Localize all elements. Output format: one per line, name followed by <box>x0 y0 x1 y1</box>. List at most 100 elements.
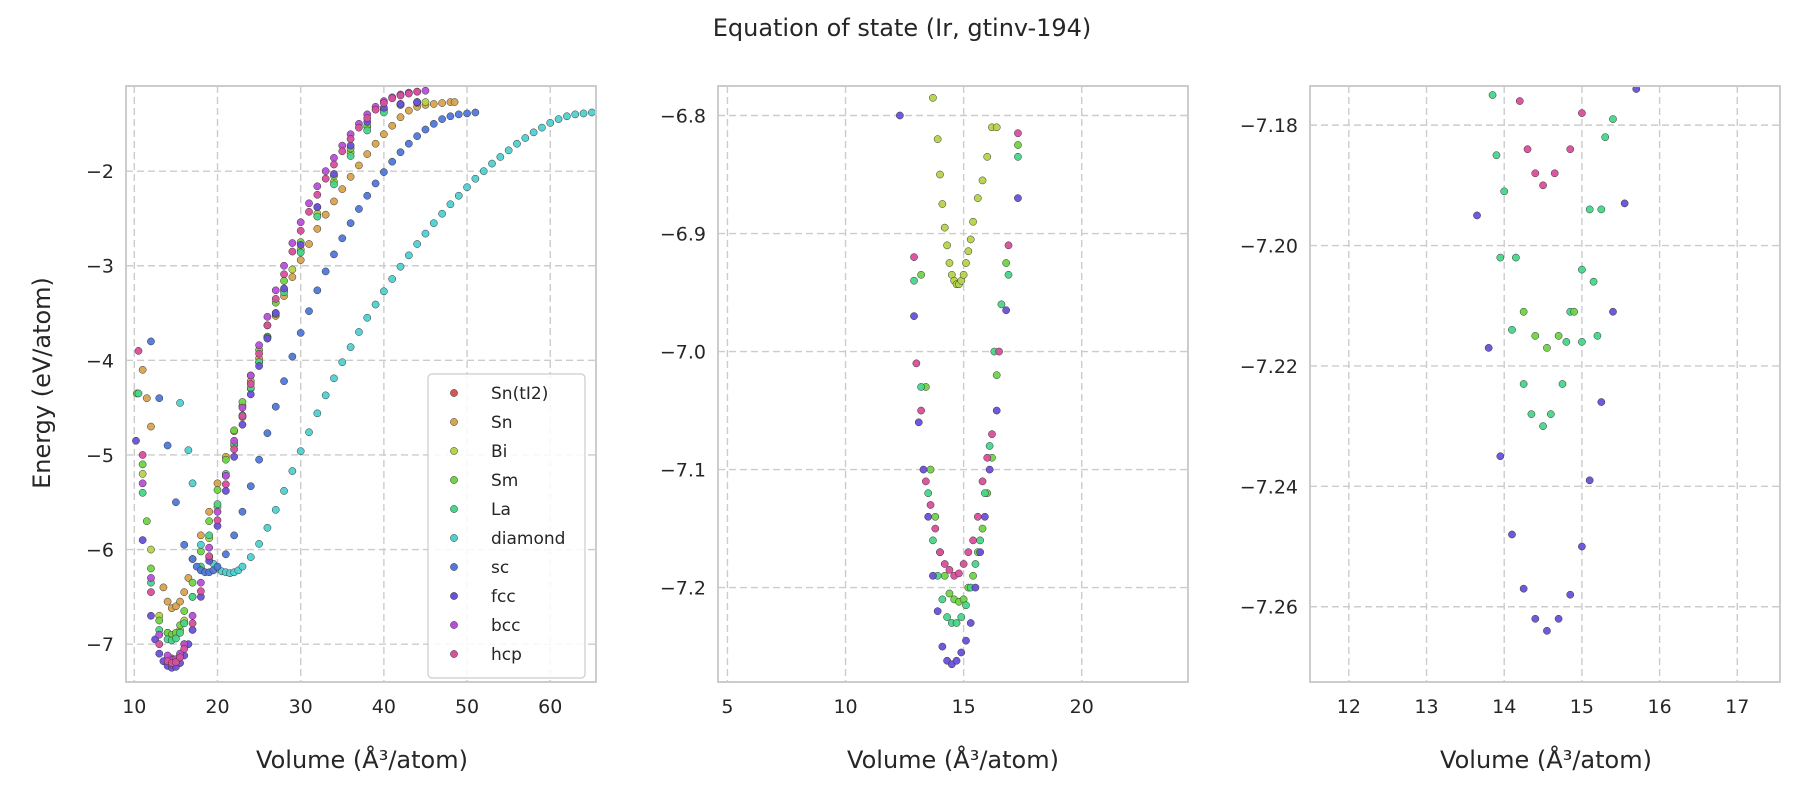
point-hcp <box>1578 109 1586 117</box>
point-bi <box>138 470 147 478</box>
point-sm <box>1519 307 1528 316</box>
point-sn <box>142 394 151 403</box>
point-sm <box>969 571 977 580</box>
point-hcp <box>1523 145 1532 154</box>
point-sn <box>404 106 413 115</box>
point-sc <box>246 482 255 491</box>
point-la <box>346 152 355 160</box>
point-hcp <box>321 174 330 183</box>
point-fcc <box>1014 194 1022 202</box>
point-bi <box>943 241 951 250</box>
point-hcp <box>910 253 918 261</box>
point-diamond <box>421 229 430 238</box>
point-diamond <box>255 540 263 548</box>
point-bcc <box>188 611 197 620</box>
point-sn <box>429 100 438 108</box>
point-sn <box>363 150 372 158</box>
point-hcp <box>363 114 372 123</box>
y-tick-label: −7.1 <box>660 460 706 482</box>
point-fcc <box>238 420 247 429</box>
point-sn <box>355 161 363 170</box>
y-tick-label: −7.0 <box>660 342 706 364</box>
point-fcc <box>1484 344 1493 352</box>
point-hcp <box>221 480 230 489</box>
point-diamond <box>263 523 272 532</box>
point-hcp <box>1566 145 1575 154</box>
point-bcc <box>263 312 272 321</box>
point-fcc <box>330 170 338 178</box>
legend-label: Sn(tI2) <box>491 384 548 404</box>
legend-frame <box>427 373 586 679</box>
x-tick-label: 10 <box>122 696 146 718</box>
point-diamond <box>471 174 480 183</box>
point-fcc <box>1597 398 1606 406</box>
point-hcp <box>1004 241 1013 250</box>
point-hcp <box>147 588 155 596</box>
point-sc <box>213 562 222 571</box>
point-la <box>1562 338 1571 346</box>
data-points <box>132 86 596 672</box>
y-tick-label: −2 <box>86 161 114 183</box>
point-sm <box>205 517 214 526</box>
point-bi <box>962 259 970 267</box>
point-bcc <box>255 341 263 350</box>
point-bcc <box>246 371 255 380</box>
legend-marker <box>450 418 458 426</box>
x-tick-label: 13 <box>1414 696 1438 718</box>
point-la <box>296 248 305 257</box>
legend-marker <box>450 476 458 484</box>
panel-detail: Volume (Å³/atom) 12 13 14 15 16 17 −7.26 −7.24 −… <box>1240 85 1781 774</box>
point-sc <box>296 329 305 337</box>
point-diamond <box>404 251 413 260</box>
point-sm <box>1554 331 1563 340</box>
legend-marker <box>450 592 458 600</box>
point-fcc <box>246 390 255 399</box>
point-fcc <box>981 512 989 521</box>
point-hcp <box>197 587 205 596</box>
point-hcp <box>1515 97 1524 105</box>
point-la <box>172 634 180 643</box>
point-sc <box>288 352 297 361</box>
point-hcp <box>280 270 288 279</box>
point-sc <box>180 540 189 549</box>
point-la <box>134 389 143 398</box>
point-fcc <box>1566 590 1575 599</box>
point-sn <box>450 98 459 106</box>
point-la <box>1512 253 1520 262</box>
y-tick-label: −7.26 <box>1240 597 1298 619</box>
point-la <box>363 126 372 135</box>
point-hcp <box>964 548 973 557</box>
point-la <box>938 595 947 604</box>
point-bcc <box>288 239 297 247</box>
point-hcp <box>955 569 963 578</box>
point-bi <box>992 123 1001 132</box>
point-sm <box>213 486 222 494</box>
point-hcp <box>338 147 347 156</box>
point-hcp <box>213 516 222 525</box>
point-la <box>1519 380 1528 388</box>
panel-zoom: Volume (Å³/atom) 5 10 15 20 −7.2 −7.1 −7.0 −6.9… <box>660 85 1189 774</box>
point-la <box>213 500 222 508</box>
point-sc <box>330 250 338 259</box>
point-la <box>962 601 970 610</box>
point-fcc <box>1543 626 1551 635</box>
point-diamond <box>288 467 297 475</box>
y-tick-label: −7.18 <box>1240 115 1298 137</box>
x-axis-label: Volume (Å³/atom) <box>256 745 468 774</box>
point-hcp <box>940 560 949 568</box>
point-la <box>1527 410 1536 418</box>
point-diamond <box>513 139 521 148</box>
point-fcc <box>346 141 355 150</box>
point-hcp <box>945 566 954 574</box>
point-fcc <box>910 312 918 320</box>
y-tick-label: −7.2 <box>660 578 706 600</box>
point-fcc <box>938 642 947 651</box>
x-tick-label: 5 <box>721 696 733 718</box>
point-diamond <box>429 219 438 228</box>
point-fcc <box>296 241 305 249</box>
point-sc <box>338 234 347 243</box>
point-bi <box>983 152 992 161</box>
point-hcp <box>263 321 272 330</box>
point-la <box>1492 151 1501 160</box>
point-sc <box>363 191 372 200</box>
